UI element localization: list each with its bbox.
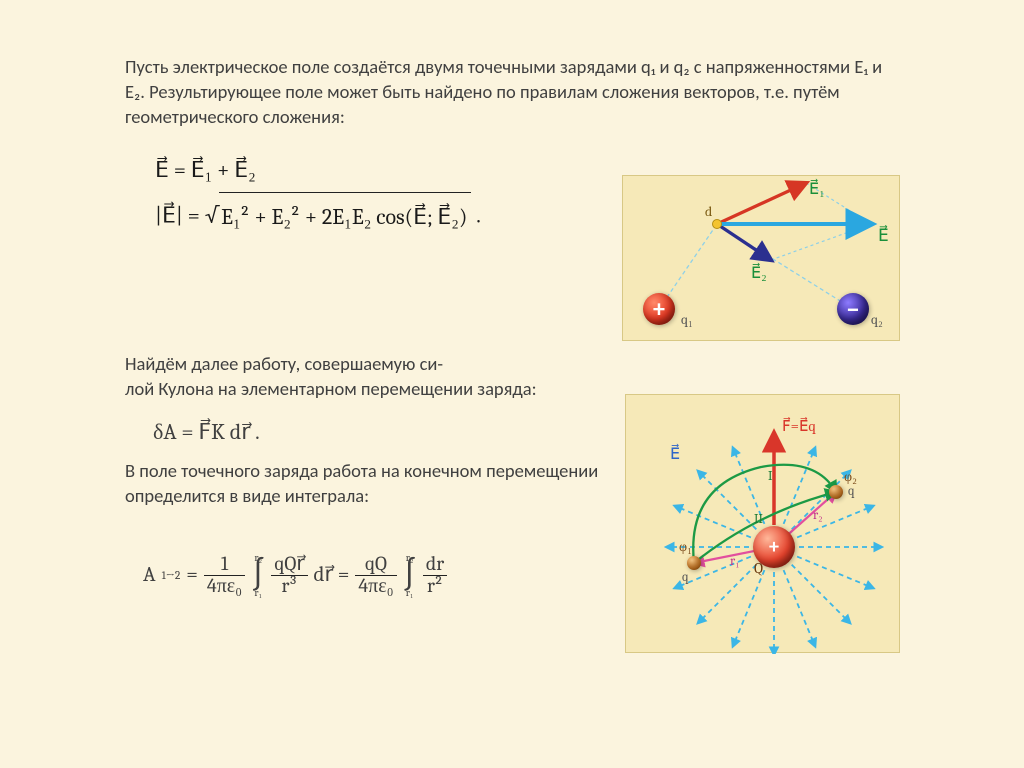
- positive-charge-icon: +: [643, 293, 675, 325]
- label-phi1: φ₁: [679, 538, 692, 555]
- label-Efield: E⃗: [670, 443, 680, 463]
- physics-slide: Пусть электрическое поле создаётся двумя…: [0, 0, 1024, 768]
- label-q1: q₁: [681, 311, 693, 328]
- label-d: d: [705, 203, 712, 220]
- label-path-I: I: [768, 469, 773, 484]
- eq-work-integral: A1→2 = 14πε₀ r₂∫r₁ qQr⃗r³ dr⃗ = qQ4πε₀ r…: [143, 554, 615, 598]
- label-phi2: φ₂: [844, 468, 857, 485]
- figure-work-field: F⃗=E⃗q E⃗ I II φ₁ φ₂ r₁ r₂ q q Q +: [625, 394, 900, 653]
- label-qstart: q: [682, 570, 689, 585]
- label-E2: E⃗₂: [751, 262, 767, 282]
- central-charge-icon: +: [753, 526, 795, 568]
- intro-paragraph: Пусть электрическое поле создаётся двумя…: [125, 55, 899, 130]
- test-charge-start-icon: [687, 556, 701, 570]
- label-path-II: II: [754, 512, 763, 527]
- integral-text: В поле точечного заряда работа на конечн…: [125, 459, 605, 509]
- label-r1: r₁: [730, 554, 740, 569]
- work-section: Найдём далее работу, совершаемую си- лой…: [125, 352, 615, 597]
- test-charge-end-icon: [829, 485, 843, 499]
- eq-delta-A: δA = F⃗K dr⃗ .: [153, 418, 615, 447]
- work-text: Найдём далее работу, совершаемую си- лой…: [125, 352, 615, 402]
- figure-superposition: d E⃗₁ E⃗₂ E⃗ q₁ q₂ + −: [622, 175, 900, 341]
- label-F: F⃗=E⃗q: [782, 416, 816, 435]
- label-q2: q₂: [871, 311, 883, 328]
- label-E: E⃗: [878, 225, 889, 246]
- negative-charge-icon: −: [837, 293, 869, 325]
- label-E1: E⃗₁: [809, 178, 825, 198]
- label-r2: r₂: [813, 508, 823, 523]
- label-qend: q: [848, 484, 855, 499]
